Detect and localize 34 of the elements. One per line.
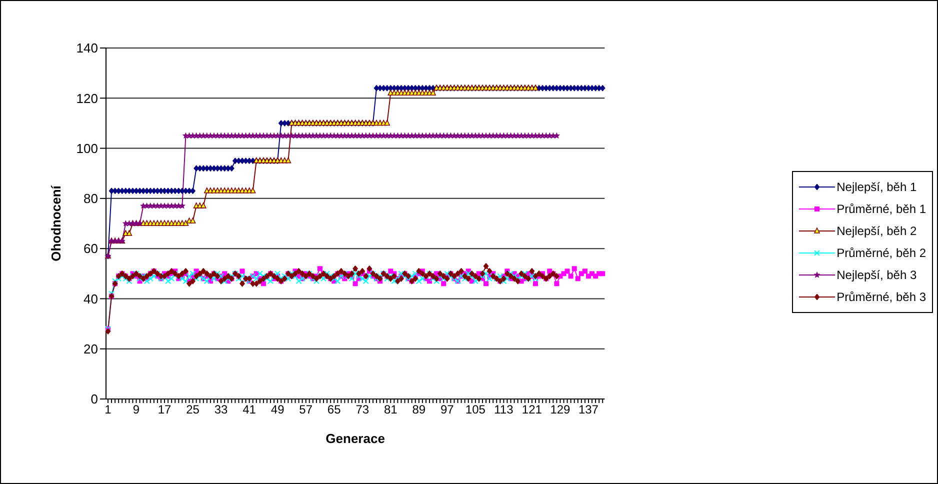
legend-label: Nejlepší, běh 1 [836, 180, 917, 194]
y-tick-label: 80 [84, 191, 98, 206]
legend-label: Průměrné, běh 2 [836, 246, 926, 260]
x-tick-label: 137 [578, 402, 599, 417]
x-tick-label: 57 [299, 402, 313, 417]
x-tick-label: 41 [242, 402, 256, 417]
x-tick-label: 1 [104, 402, 112, 417]
y-tick-label: 40 [84, 291, 98, 306]
x-tick-label: 33 [214, 402, 228, 417]
x-tick-label: 113 [494, 402, 514, 417]
legend-label: Průměrné, běh 3 [836, 290, 926, 304]
x-tick-label: 49 [270, 402, 285, 417]
x-tick-label: 97 [440, 402, 454, 417]
legend-label: Průměrné, běh 1 [836, 202, 926, 216]
y-tick-label: 60 [84, 241, 98, 256]
legend-label: Nejlepší, běh 3 [836, 268, 917, 282]
x-tick-label: 73 [356, 402, 370, 417]
x-tick-label: 121 [522, 402, 542, 417]
y-tick-label: 140 [76, 40, 98, 56]
y-axis-title: Ohodnocení [48, 185, 64, 262]
x-tick-label: 65 [327, 402, 342, 417]
x-axis-title: Generace [326, 431, 385, 446]
x-tick-label: 17 [158, 402, 172, 417]
x-tick-label: 25 [186, 402, 200, 417]
x-tick-label: 81 [384, 402, 398, 417]
y-tick-label: 120 [76, 90, 98, 106]
legend-label: Nejlepší, běh 2 [836, 224, 917, 238]
y-tick-label: 20 [84, 341, 98, 356]
x-tick-label: 9 [132, 402, 140, 417]
x-tick-label: 105 [465, 402, 486, 417]
y-tick-label: 100 [76, 140, 98, 156]
x-tick-label: 89 [412, 402, 426, 417]
x-tick-label: 129 [550, 402, 571, 417]
y-tick-label: 0 [90, 392, 98, 407]
